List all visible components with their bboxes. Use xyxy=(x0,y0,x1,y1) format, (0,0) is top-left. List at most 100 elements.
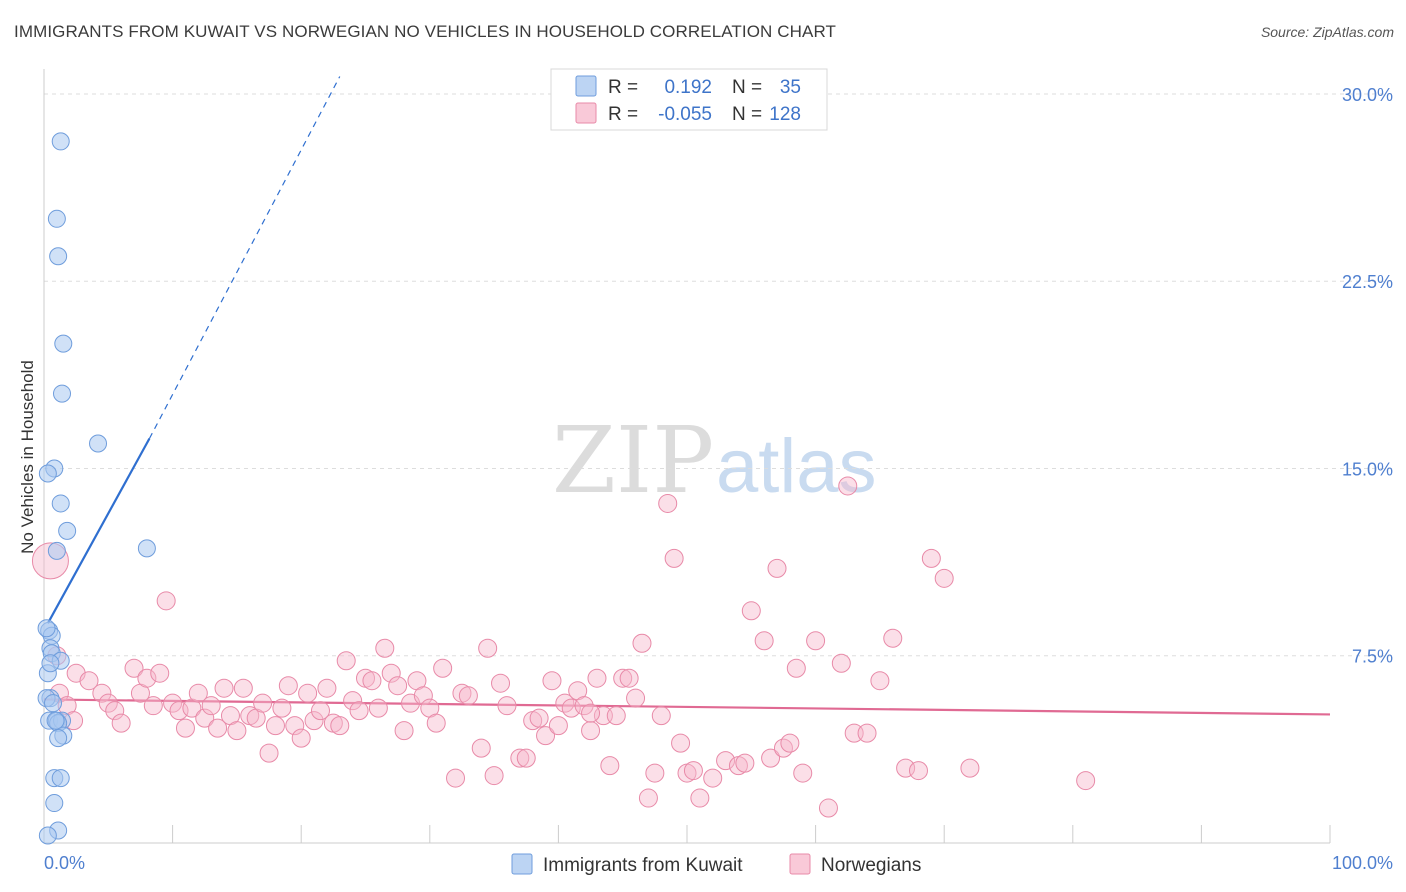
y-tick-labels: 7.5% 15.0% 22.5% 30.0% xyxy=(1342,85,1393,667)
chart-title: IMMIGRANTS FROM KUWAIT VS NORWEGIAN NO V… xyxy=(14,22,836,41)
legend-r-value-blue: 0.192 xyxy=(664,77,712,98)
norwegians-point xyxy=(253,693,273,713)
norwegians-point xyxy=(394,721,414,741)
norwegians-point xyxy=(600,756,620,776)
gridlines xyxy=(44,93,1393,657)
bottom-legend-label-blue: Immigrants from Kuwait xyxy=(543,855,743,876)
norwegians-point xyxy=(259,743,279,763)
legend-box xyxy=(550,68,828,131)
y-tick-label-0: 7.5% xyxy=(1352,647,1393,667)
kuwait-points xyxy=(37,132,156,845)
norwegians-point xyxy=(658,493,678,513)
norwegians-point xyxy=(838,476,858,496)
norwegians-point xyxy=(883,628,903,648)
norwegians-point xyxy=(317,678,337,698)
legend-r-value-pink: -0.055 xyxy=(658,104,712,125)
norwegians-point xyxy=(683,761,703,781)
norwegians-point xyxy=(433,658,453,678)
norwegians-point xyxy=(921,548,941,568)
norwegians-point xyxy=(651,706,671,726)
kuwait-point xyxy=(53,384,72,403)
norwegians-point xyxy=(536,726,556,746)
norwegians-point xyxy=(163,693,183,713)
kuwait-point xyxy=(37,619,56,638)
kuwait-point xyxy=(58,521,77,540)
series-legend: Immigrants from Kuwait Norwegians xyxy=(511,853,921,876)
norwegians-point xyxy=(272,698,292,718)
norwegians-point xyxy=(735,753,755,773)
watermark-zip: ZIP xyxy=(552,407,714,514)
kuwait-point xyxy=(45,794,64,813)
norwegians-point xyxy=(201,696,221,716)
norwegians-trend-line xyxy=(43,698,1331,716)
y-axis-label: No Vehicles in Household xyxy=(18,360,37,554)
legend-n-label-blue: N = xyxy=(732,77,762,98)
norwegians-point xyxy=(857,723,877,743)
norwegians-point xyxy=(516,748,536,768)
legend-r-label-blue: R = xyxy=(608,77,638,98)
norwegians-point xyxy=(690,788,710,808)
source-label: Source: ZipAtlas.com xyxy=(1260,24,1394,40)
norwegians-point xyxy=(555,693,575,713)
x-tick-labels: 0.0% 100.0% xyxy=(44,853,1393,873)
norwegians-point xyxy=(491,673,511,693)
norwegians-point xyxy=(761,748,781,768)
norwegians-point xyxy=(786,658,806,678)
norwegians-point xyxy=(343,691,363,711)
kuwait-point xyxy=(41,654,60,673)
norwegians-point xyxy=(581,721,601,741)
norwegians-point xyxy=(92,683,112,703)
kuwait-point xyxy=(54,334,73,353)
norwegians-point xyxy=(208,718,228,738)
kuwait-point xyxy=(46,711,65,730)
norwegians-point xyxy=(548,716,568,736)
norwegians-point xyxy=(79,671,99,691)
kuwait-point xyxy=(47,541,66,560)
norwegians-point xyxy=(497,696,517,716)
kuwait-point xyxy=(49,729,68,748)
legend-r-label-pink: R = xyxy=(608,104,638,125)
legend-swatch-pink xyxy=(575,102,597,124)
norwegians-point xyxy=(934,568,954,588)
norwegians-point xyxy=(741,601,761,621)
norwegians-point xyxy=(105,701,125,721)
kuwait-point xyxy=(49,247,68,266)
norwegians-point xyxy=(626,688,646,708)
legend-n-value-pink: 128 xyxy=(769,104,801,125)
norwegians-point xyxy=(98,693,118,713)
norwegians-point xyxy=(458,686,478,706)
norwegians-point xyxy=(278,676,298,696)
kuwait-point xyxy=(38,464,57,483)
norwegians-point xyxy=(471,738,491,758)
norwegians-point xyxy=(362,671,382,691)
legend-n-value-blue: 35 xyxy=(780,77,801,98)
bottom-legend-label-pink: Norwegians xyxy=(821,855,921,876)
norwegians-point xyxy=(1076,771,1096,791)
norwegians-point xyxy=(703,768,723,788)
x-tick-label-0: 0.0% xyxy=(44,853,85,873)
norwegians-point xyxy=(806,631,826,651)
norwegians-point xyxy=(195,708,215,728)
norwegians-point xyxy=(529,708,549,728)
kuwait-point xyxy=(51,769,70,788)
norwegians-point xyxy=(310,701,330,721)
norwegians-point xyxy=(227,721,247,741)
legend-n-label-pink: N = xyxy=(732,104,762,125)
kuwait-point xyxy=(47,209,66,228)
norwegians-point xyxy=(124,658,144,678)
norwegians-points xyxy=(31,476,1096,818)
kuwait-point xyxy=(51,494,70,513)
norwegians-point xyxy=(156,591,176,611)
norwegians-point xyxy=(330,716,350,736)
norwegians-point xyxy=(606,706,626,726)
norwegians-point xyxy=(767,558,787,578)
norwegians-point xyxy=(619,668,639,688)
norwegians-point xyxy=(645,763,665,783)
norwegians-point xyxy=(908,761,928,781)
norwegians-point xyxy=(542,671,562,691)
norwegians-point xyxy=(510,748,530,768)
bottom-legend-swatch-blue xyxy=(511,853,533,875)
norwegians-point xyxy=(214,678,234,698)
norwegians-point xyxy=(298,683,318,703)
